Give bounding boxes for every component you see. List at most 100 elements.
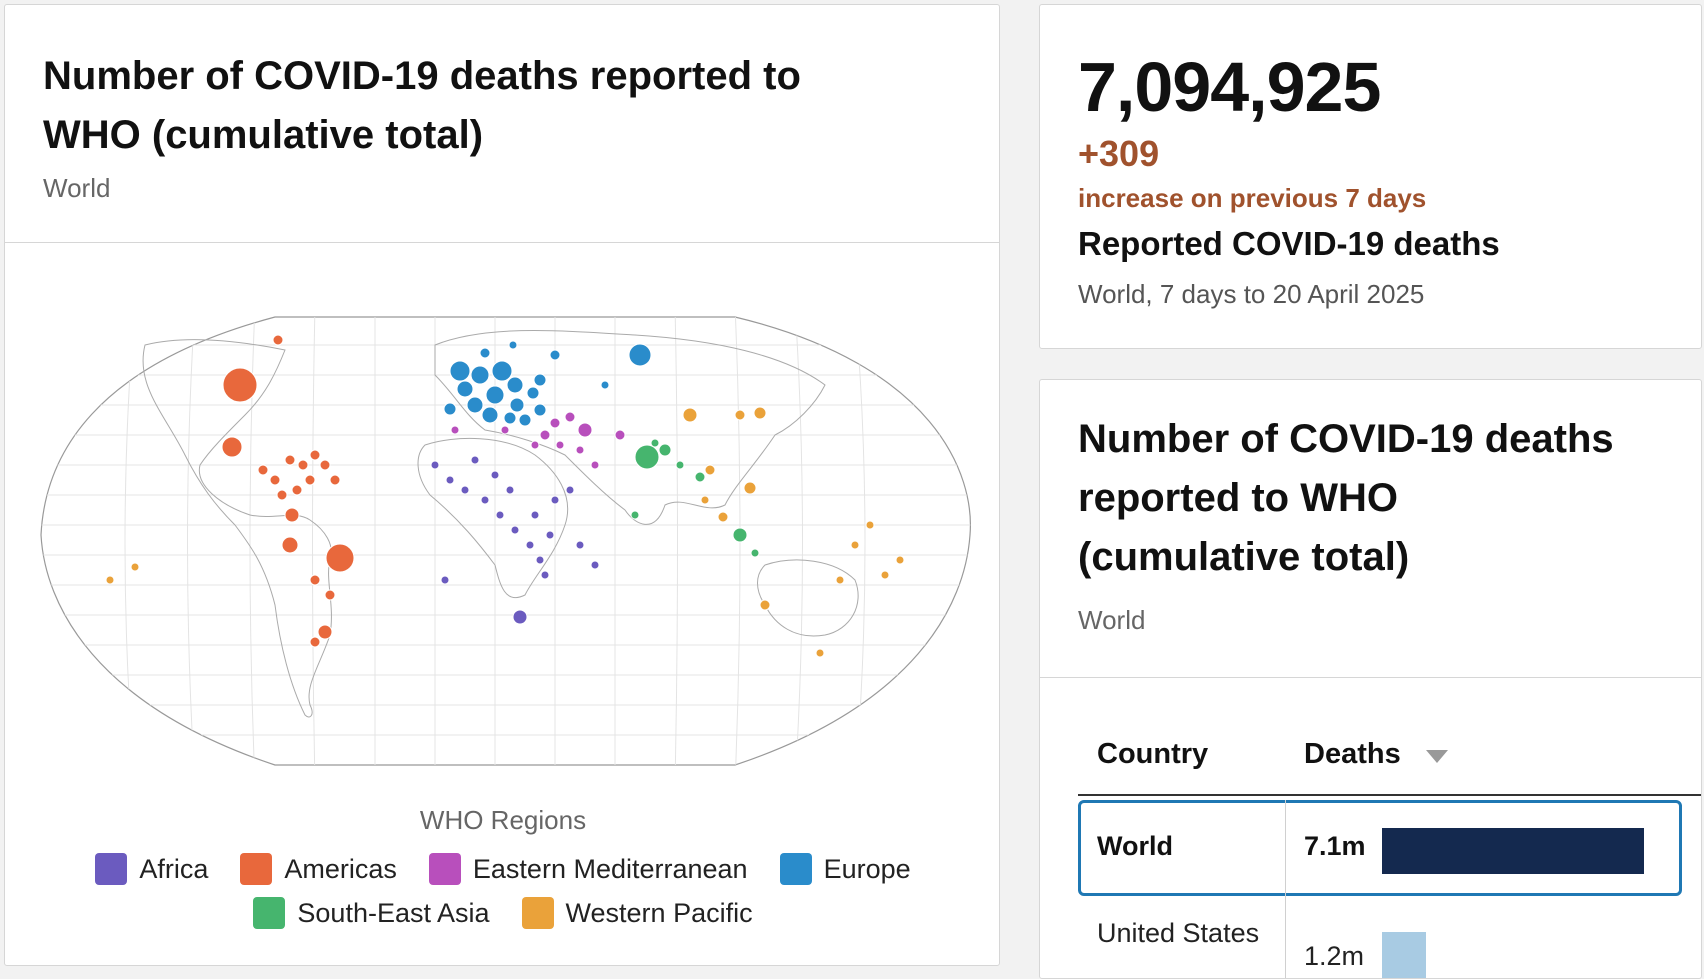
country-bubble[interactable]: [505, 485, 515, 495]
country-bubble[interactable]: [518, 413, 532, 427]
country-bubble[interactable]: [456, 380, 474, 398]
country-bubble[interactable]: [503, 411, 517, 425]
country-bubble[interactable]: [717, 511, 729, 523]
country-bubble[interactable]: [734, 409, 746, 421]
country-bubble[interactable]: [704, 464, 716, 476]
country-bubble[interactable]: [221, 436, 243, 458]
country-bubble[interactable]: [481, 406, 499, 424]
country-bubble[interactable]: [835, 575, 845, 585]
legend-item-africa[interactable]: Africa: [95, 853, 208, 885]
column-header-country[interactable]: Country: [1097, 738, 1209, 770]
column-header-deaths[interactable]: Deaths: [1304, 738, 1401, 770]
country-bubble[interactable]: [272, 334, 284, 346]
country-bubble[interactable]: [445, 475, 455, 485]
country-bubble[interactable]: [257, 464, 269, 476]
country-bubble[interactable]: [291, 484, 303, 496]
country-bubble[interactable]: [460, 485, 470, 495]
country-bubble[interactable]: [850, 540, 860, 550]
country-bubble[interactable]: [526, 386, 540, 400]
country-bubble[interactable]: [555, 440, 565, 450]
country-bubble[interactable]: [533, 403, 547, 417]
country-bubble[interactable]: [479, 347, 491, 359]
country-bubble[interactable]: [650, 438, 660, 448]
country-bubble[interactable]: [525, 540, 535, 550]
country-bubble[interactable]: [550, 495, 560, 505]
country-bubble[interactable]: [564, 411, 576, 423]
country-bubble[interactable]: [565, 485, 575, 495]
country-bubble[interactable]: [694, 471, 706, 483]
country-bubble[interactable]: [700, 495, 710, 505]
country-bubble[interactable]: [430, 460, 440, 470]
country-bubble[interactable]: [490, 470, 500, 480]
country-bubble[interactable]: [815, 648, 825, 658]
country-bubble[interactable]: [480, 495, 490, 505]
legend-item-americas[interactable]: Americas: [240, 853, 397, 885]
country-bubble[interactable]: [509, 397, 525, 413]
country-bubble[interactable]: [506, 376, 524, 394]
country-bubble[interactable]: [865, 520, 875, 530]
country-bubble[interactable]: [682, 407, 698, 423]
country-bubble[interactable]: [500, 425, 510, 435]
legend-item-western-pacific[interactable]: Western Pacific: [521, 897, 753, 929]
legend-item-eastern-mediterranean[interactable]: Eastern Mediterranean: [428, 853, 748, 885]
country-bubble[interactable]: [105, 575, 115, 585]
country-bubble[interactable]: [470, 365, 490, 385]
country-bubble[interactable]: [634, 444, 660, 470]
country-bubble[interactable]: [130, 562, 140, 572]
country-bubble[interactable]: [545, 530, 555, 540]
world-bubble-map[interactable]: [35, 305, 975, 785]
country-bubble[interactable]: [495, 510, 505, 520]
country-bubble[interactable]: [329, 474, 341, 486]
country-bubble[interactable]: [880, 570, 890, 580]
sort-descending-icon[interactable]: [1426, 750, 1448, 763]
country-bubble[interactable]: [732, 527, 748, 543]
country-bubble[interactable]: [443, 402, 457, 416]
country-bubble[interactable]: [675, 460, 685, 470]
country-bubble[interactable]: [895, 555, 905, 565]
country-bubble[interactable]: [309, 574, 321, 586]
country-bubble[interactable]: [590, 560, 600, 570]
country-bubble[interactable]: [491, 360, 513, 382]
country-bubble[interactable]: [284, 507, 300, 523]
country-bubble[interactable]: [512, 609, 528, 625]
country-bubble[interactable]: [577, 422, 593, 438]
country-bubble[interactable]: [485, 385, 505, 405]
country-bubble[interactable]: [466, 396, 484, 414]
country-bubble[interactable]: [535, 555, 545, 565]
country-bubble[interactable]: [533, 373, 547, 387]
legend-item-south-east-asia[interactable]: South-East Asia: [253, 897, 490, 929]
country-bubble[interactable]: [540, 570, 550, 580]
country-bubble[interactable]: [440, 575, 450, 585]
country-bubble[interactable]: [510, 525, 520, 535]
country-bubble[interactable]: [222, 367, 258, 403]
country-bubble[interactable]: [753, 406, 767, 420]
country-bubble[interactable]: [304, 474, 316, 486]
table-row-world[interactable]: [1078, 800, 1682, 896]
country-bubble[interactable]: [743, 481, 757, 495]
country-bubble[interactable]: [309, 449, 321, 461]
country-bubble[interactable]: [530, 440, 540, 450]
country-bubble[interactable]: [281, 536, 299, 554]
country-bubble[interactable]: [284, 454, 296, 466]
country-bubble[interactable]: [276, 489, 288, 501]
country-bubble[interactable]: [600, 380, 610, 390]
country-bubble[interactable]: [750, 548, 760, 558]
country-bubble[interactable]: [614, 429, 626, 441]
country-bubble[interactable]: [658, 443, 672, 457]
country-bubble[interactable]: [309, 636, 321, 648]
country-bubbles[interactable]: [105, 334, 905, 658]
country-bubble[interactable]: [759, 599, 771, 611]
country-bubble[interactable]: [319, 459, 331, 471]
country-bubble[interactable]: [575, 445, 585, 455]
country-bubble[interactable]: [317, 624, 333, 640]
country-bubble[interactable]: [297, 459, 309, 471]
country-bubble[interactable]: [324, 589, 336, 601]
legend-item-europe[interactable]: Europe: [779, 853, 911, 885]
country-bubble[interactable]: [269, 474, 281, 486]
country-bubble[interactable]: [449, 360, 471, 382]
country-bubble[interactable]: [450, 425, 460, 435]
country-bubble[interactable]: [325, 543, 355, 573]
country-bubble[interactable]: [628, 343, 652, 367]
country-bubble[interactable]: [630, 510, 640, 520]
country-bubble[interactable]: [470, 455, 480, 465]
